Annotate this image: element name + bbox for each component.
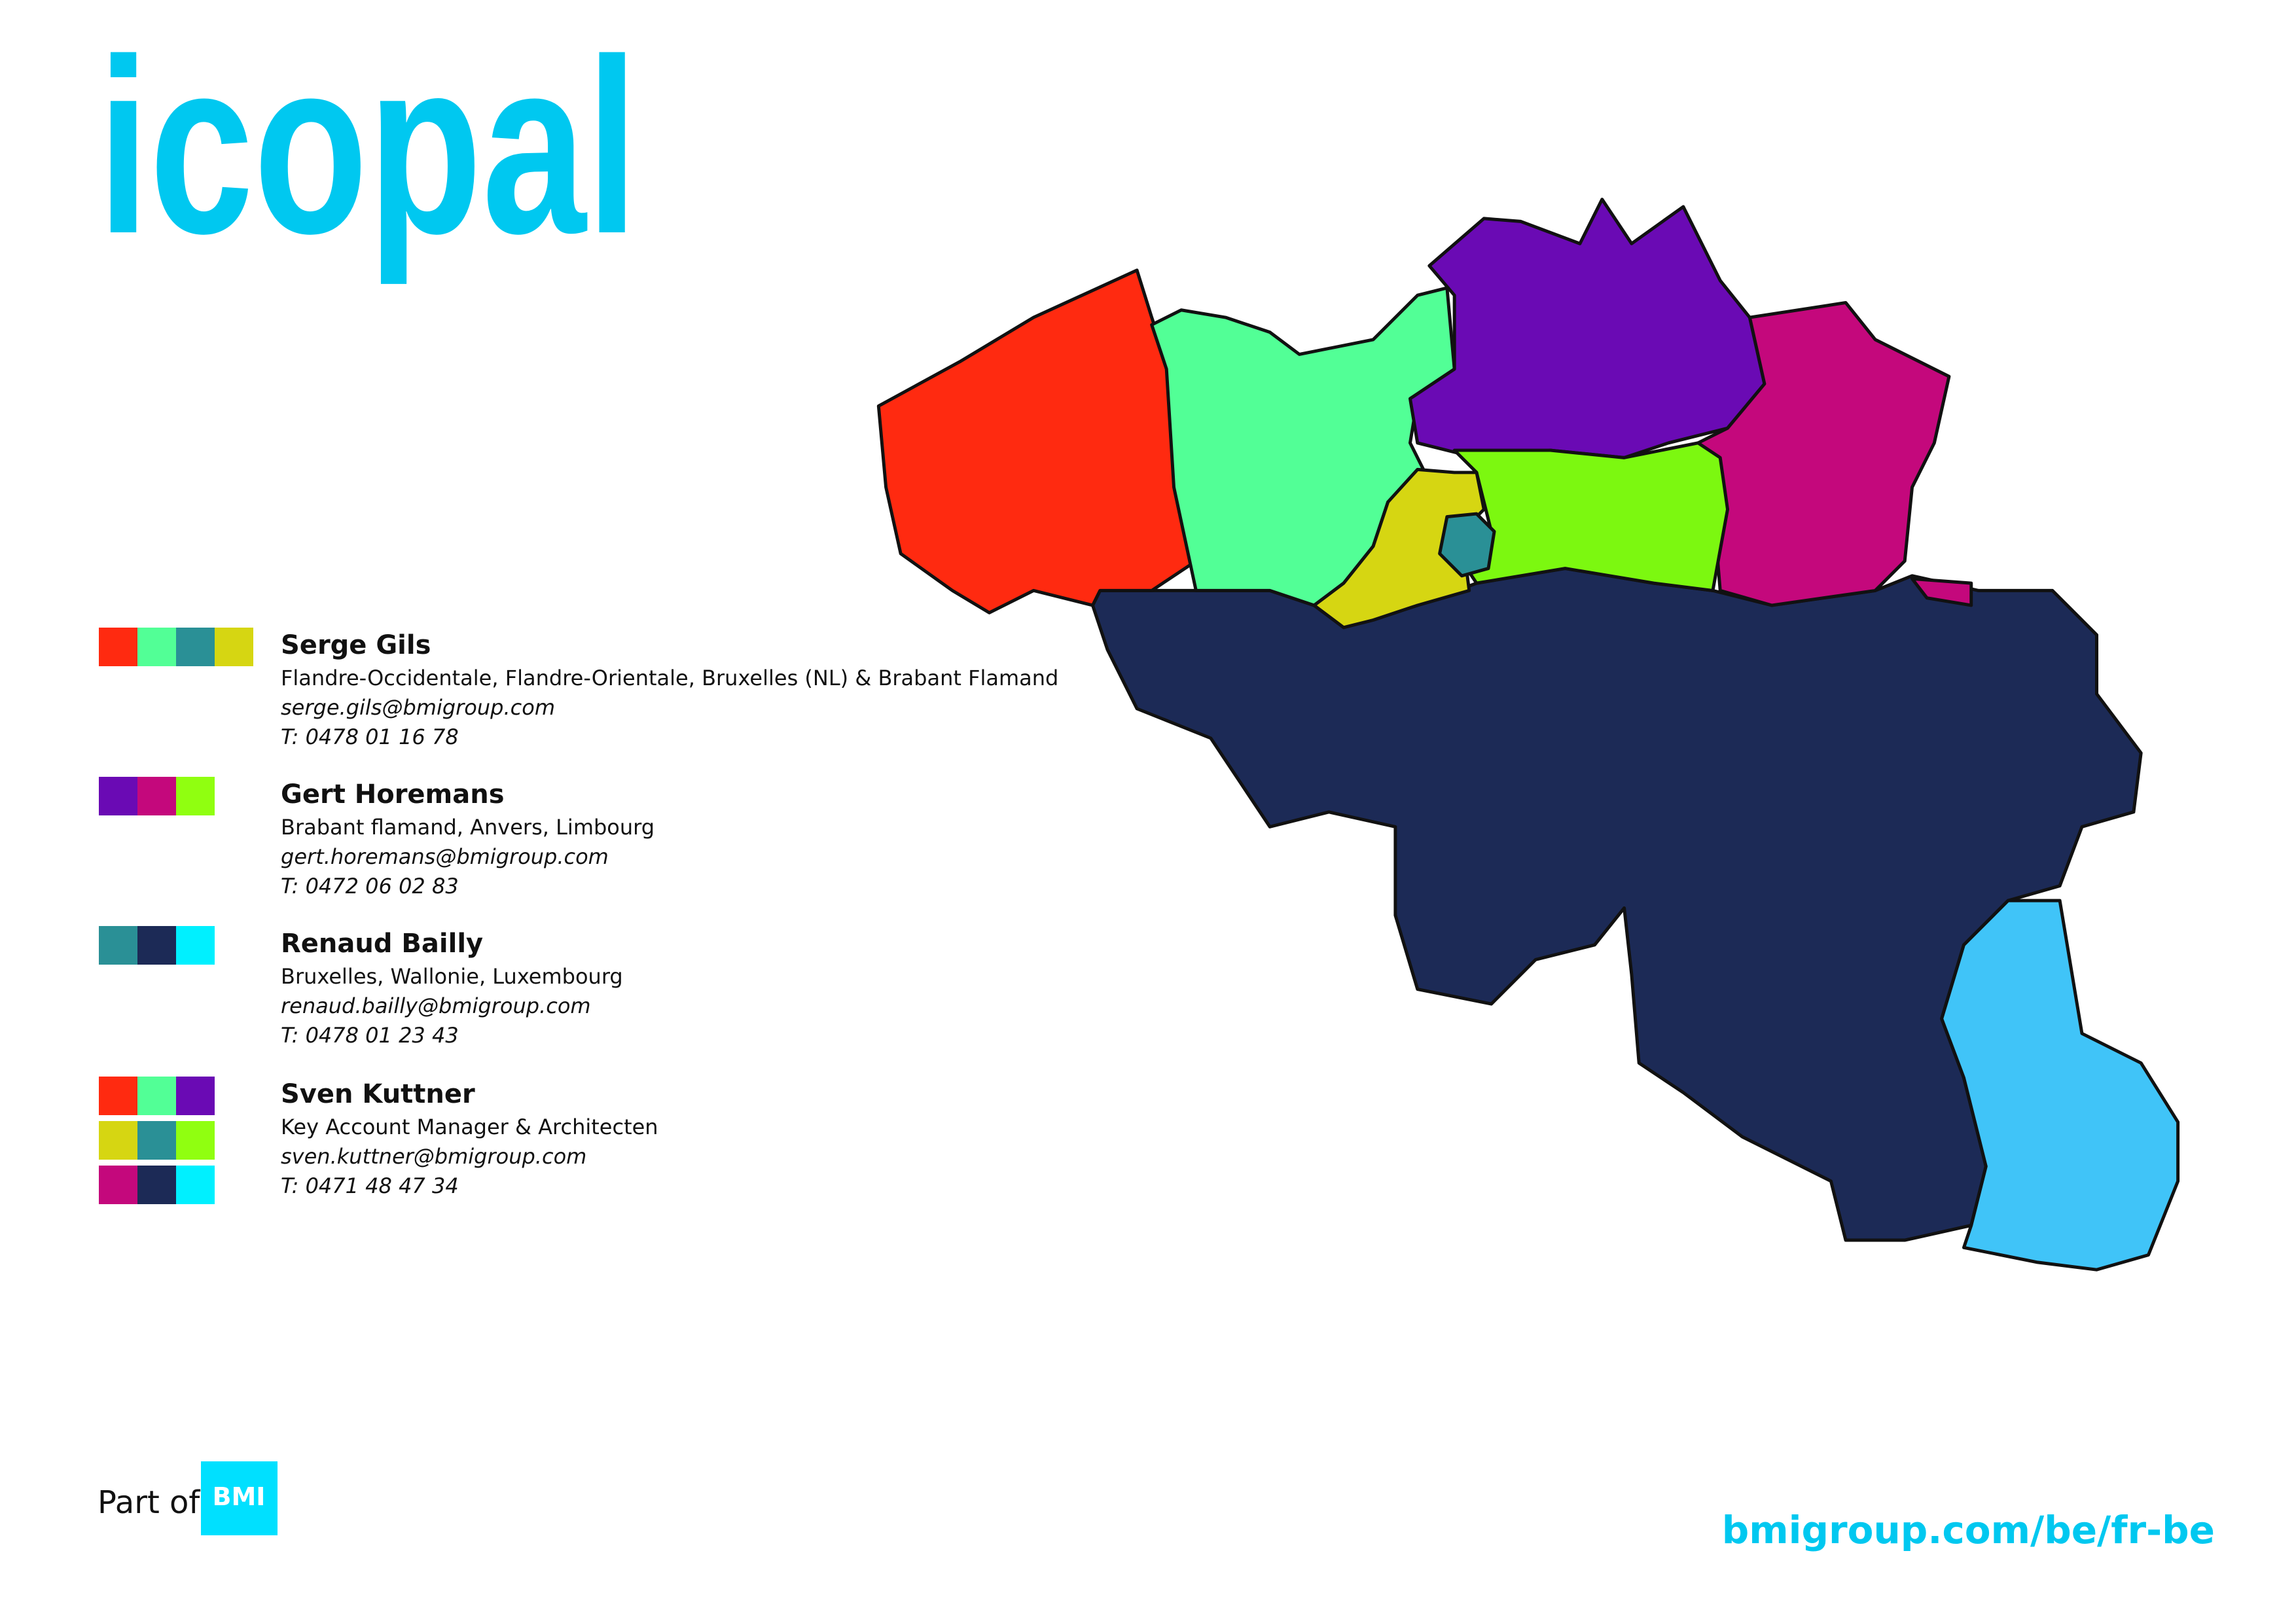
color-swatch	[137, 777, 176, 815]
color-swatch	[99, 628, 137, 666]
color-swatch	[176, 1166, 215, 1204]
contact-name: Gert Horemans	[281, 779, 505, 810]
contact-phone: T: 0478 01 16 78	[281, 724, 459, 749]
color-swatch	[137, 1077, 176, 1115]
region-brabant-west	[1312, 467, 1486, 630]
contact-email[interactable]: sven.kuttner@bmigroup.com	[281, 1144, 586, 1169]
logo: icopal	[98, 7, 638, 287]
region-brussels	[1438, 512, 1496, 578]
region-antwerp	[1408, 198, 1767, 459]
contact-name: Serge Gils	[281, 630, 431, 660]
color-swatch	[137, 1166, 176, 1204]
color-swatch	[176, 926, 215, 965]
part-of: Part of	[98, 1484, 200, 1521]
contact-phone: T: 0471 48 47 34	[281, 1173, 459, 1198]
color-swatch	[99, 777, 137, 815]
color-swatch	[215, 628, 253, 666]
region-luxembourg	[1940, 899, 2180, 1272]
color-swatch	[176, 1077, 215, 1115]
contact-list: Serge Gils Flandre-Occidentale, Flandre-O…	[99, 628, 1058, 1204]
contact-name: Sven Kuttner	[281, 1079, 475, 1109]
color-swatch	[99, 1166, 137, 1204]
region-limburg	[1696, 300, 1973, 607]
color-swatch	[137, 628, 176, 666]
color-swatch	[99, 926, 137, 965]
contact-phone: T: 0478 01 23 43	[281, 1023, 459, 1048]
color-swatch	[176, 628, 215, 666]
color-swatch	[137, 1121, 176, 1160]
contact-name: Renaud Bailly	[281, 929, 483, 959]
contact-phone: T: 0472 06 02 83	[281, 874, 459, 899]
color-swatch	[99, 1121, 137, 1160]
contact-email[interactable]: serge.gils@bmigroup.com	[281, 695, 555, 720]
contact-email[interactable]: gert.horemans@bmigroup.com	[281, 844, 609, 869]
map	[876, 198, 2180, 1272]
website-link[interactable]: bmigroup.com/be/fr-be	[1722, 1508, 2215, 1552]
color-swatch	[137, 926, 176, 965]
contact-email[interactable]: renaud.bailly@bmigroup.com	[281, 993, 591, 1018]
contact-regions: Bruxelles, Wallonie, Luxembourg	[281, 964, 623, 989]
color-swatch	[176, 777, 215, 815]
brand: BMI	[213, 1482, 266, 1511]
color-swatch	[176, 1121, 215, 1160]
contact-regions: Flandre-Occidentale, Flandre-Orientale, …	[281, 666, 1058, 690]
color-swatch	[99, 1077, 137, 1115]
contact-regions: Key Account Manager & Architecten	[281, 1115, 658, 1139]
region-brabant-east	[1452, 441, 1730, 592]
region-west-flanders	[876, 268, 1198, 615]
brand-box	[201, 1461, 278, 1535]
contact-regions: Brabant flamand, Anvers, Limbourg	[281, 815, 655, 840]
